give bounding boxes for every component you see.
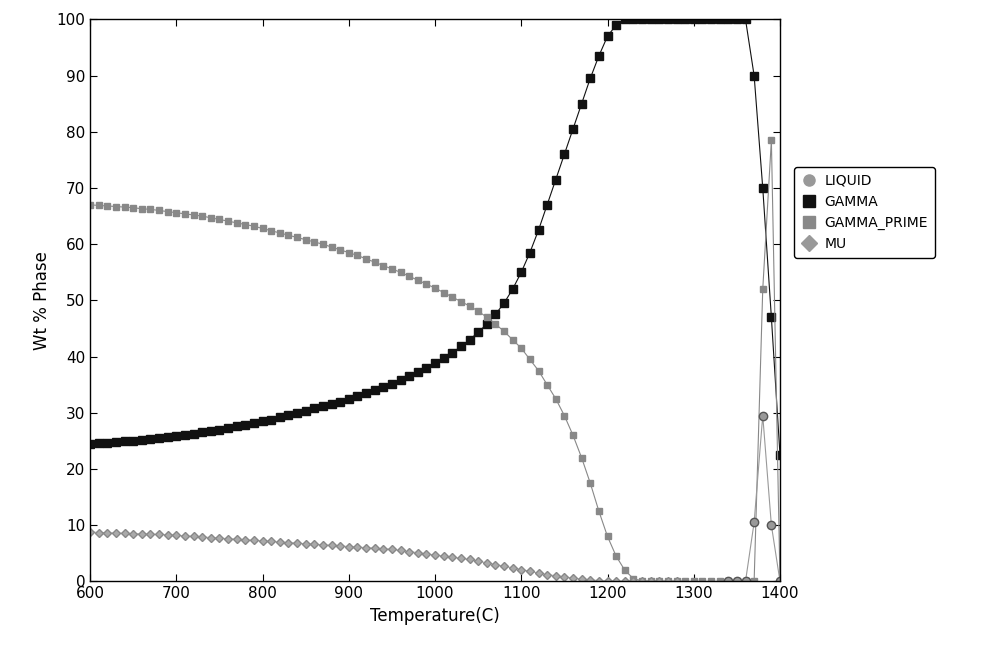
Legend: LIQUID, GAMMA, GAMMA_PRIME, MU: LIQUID, GAMMA, GAMMA_PRIME, MU [794,167,935,258]
Y-axis label: Wt % Phase: Wt % Phase [33,251,51,350]
X-axis label: Temperature(C): Temperature(C) [370,607,500,625]
